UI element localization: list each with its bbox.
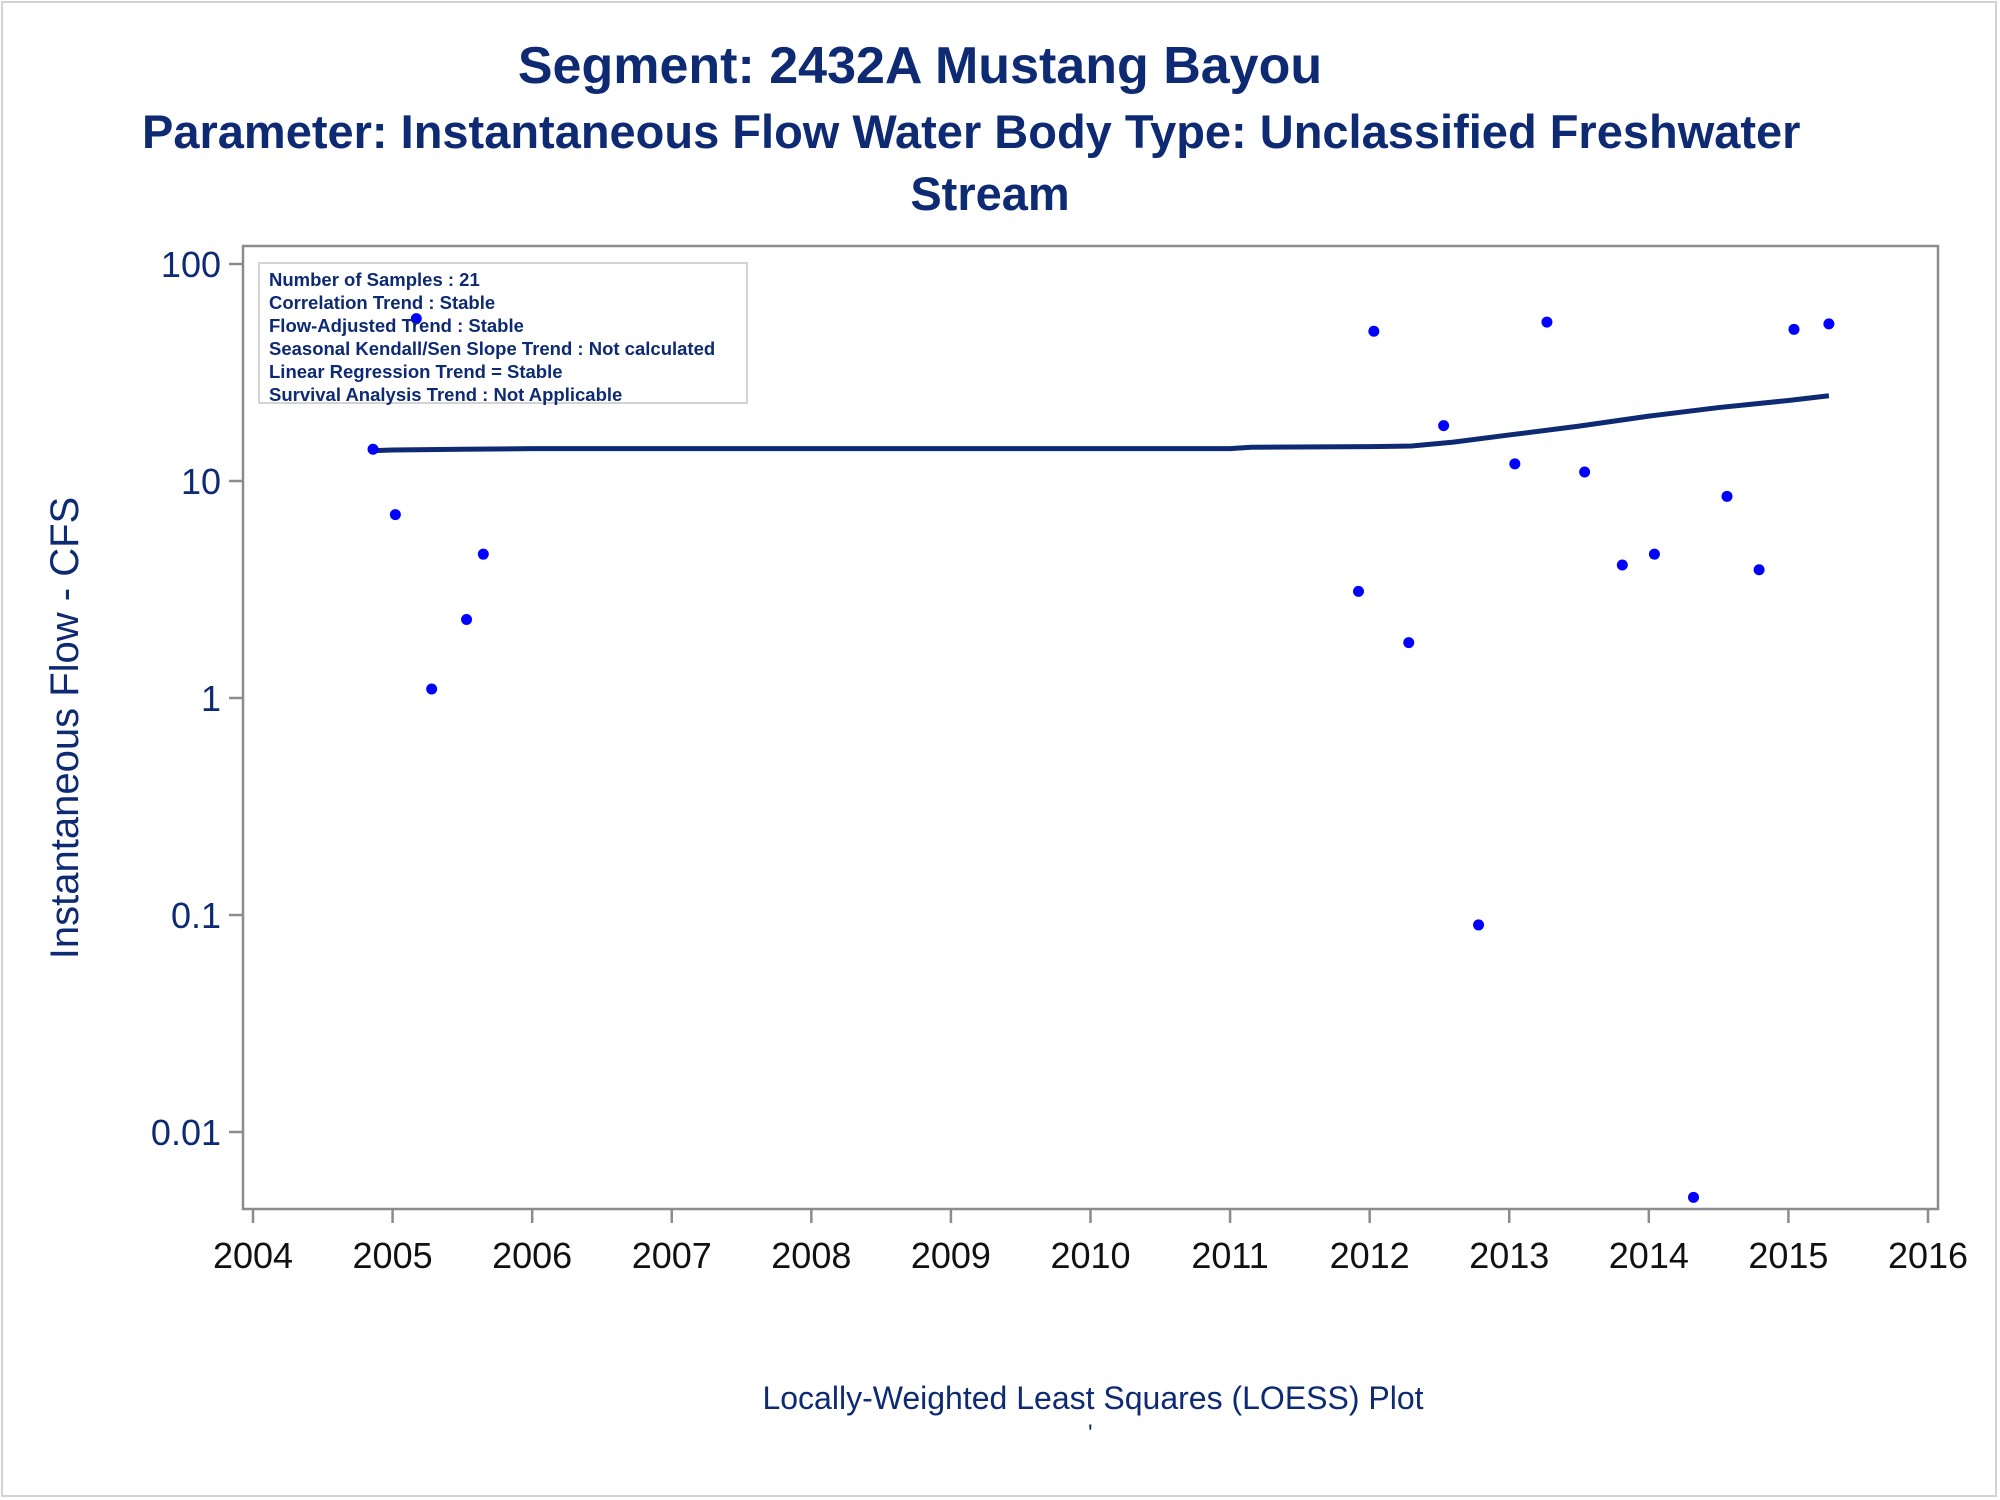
data-point <box>1368 325 1380 337</box>
y-tick-label: 1 <box>201 678 221 719</box>
y-axis-label: Instantaneous Flow - CFS <box>43 497 87 959</box>
footnote-mark: ' <box>1088 1420 1093 1447</box>
stat-seasonal-kendall: Seasonal Kendall/Sen Slope Trend : Not c… <box>269 338 716 359</box>
data-point <box>1353 585 1364 597</box>
data-point <box>1403 637 1415 649</box>
statistics-box: Number of Samples : 21 Correlation Trend… <box>258 262 748 405</box>
x-tick-label: 2014 <box>1609 1235 1689 1276</box>
x-tick-label: 2015 <box>1748 1235 1828 1276</box>
data-point <box>1788 323 1800 335</box>
loess-line-group <box>372 393 1830 454</box>
x-tick-label: 2004 <box>213 1235 293 1276</box>
stat-survival-analysis: Survival Analysis Trend : Not Applicable <box>269 384 623 405</box>
y-tick-label: 0.1 <box>171 895 221 936</box>
data-point <box>1473 919 1485 931</box>
x-tick-label: 2013 <box>1469 1235 1549 1276</box>
loess-trend-line <box>372 393 1830 454</box>
y-axis: 100 10 1 0.1 0.01 <box>151 244 243 1153</box>
stat-samples: Number of Samples : 21 <box>269 269 480 290</box>
data-point <box>1688 1191 1699 1203</box>
x-axis: 2004 2005 2006 2007 2008 2009 2010 2011 2012 2013… <box>213 1209 1968 1276</box>
data-points <box>367 313 1835 1203</box>
data-point <box>1648 548 1660 560</box>
x-tick-label: 2007 <box>632 1235 712 1276</box>
y-tick-label: 0.01 <box>151 1112 221 1153</box>
data-point <box>1616 559 1628 571</box>
chart-subtitle-continued: Stream <box>910 167 1070 220</box>
x-tick-label: 2009 <box>911 1235 991 1276</box>
x-tick-label: 2008 <box>771 1235 851 1276</box>
x-tick-label: 2016 <box>1888 1235 1968 1276</box>
stat-correlation-trend: Correlation Trend : Stable <box>269 292 496 313</box>
stat-flow-adjusted-trend: Flow-Adjusted Trend : Stable <box>269 315 524 336</box>
data-point <box>1823 318 1835 330</box>
data-point <box>477 548 489 560</box>
x-tick-label: 2006 <box>492 1235 572 1276</box>
data-point <box>410 313 422 325</box>
data-point <box>1753 564 1765 576</box>
y-tick-label: 10 <box>181 461 221 502</box>
x-tick-label: 2012 <box>1330 1235 1410 1276</box>
chart-subtitle: Parameter: Instantaneous Flow Water Body… <box>142 105 1801 158</box>
stat-linear-regression: Linear Regression Trend = Stable <box>269 361 563 382</box>
y-tick-label: 100 <box>161 244 221 285</box>
data-point <box>1579 466 1591 478</box>
chart-title: Segment: 2432A Mustang Bayou <box>517 37 1323 95</box>
data-point <box>426 683 438 695</box>
data-point <box>1541 316 1553 328</box>
x-tick-label: 2005 <box>353 1235 433 1276</box>
x-tick-label: 2011 <box>1191 1235 1268 1276</box>
data-point <box>367 443 379 455</box>
plot-footnote: Locally-Weighted Least Squares (LOESS) P… <box>762 1380 1424 1416</box>
x-tick-label: 2010 <box>1050 1235 1130 1276</box>
data-point <box>389 509 401 521</box>
data-point <box>1438 420 1450 432</box>
data-point <box>461 614 473 626</box>
data-point <box>1509 458 1521 470</box>
data-point <box>1721 490 1733 502</box>
